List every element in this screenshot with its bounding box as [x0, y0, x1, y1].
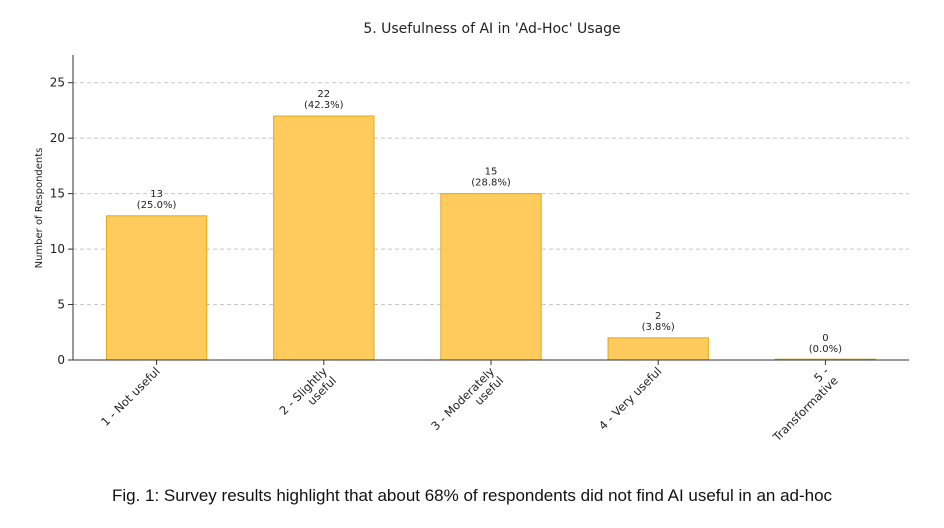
x-tick-label: 1 - Not useful [98, 364, 163, 429]
data-labels: 13 (25.0%) 22 (42.3%) 15 (28.8%) 2 (3.8%) 0 (0.0%… [137, 89, 842, 355]
y-tick-label: 10 [50, 242, 65, 256]
data-label: 22 (42.3%) [304, 89, 344, 111]
bar [273, 115, 375, 361]
axes [68, 55, 909, 365]
y-tick-label: 20 [50, 131, 65, 145]
x-tick-label: 3 - Moderatelyuseful [428, 364, 506, 442]
data-label: 0 (0.0%) [809, 333, 842, 355]
bars [105, 115, 877, 361]
bar [440, 193, 542, 361]
x-tick-label: 5 -Transformative [760, 364, 840, 444]
y-tick-label: 25 [50, 76, 65, 90]
x-tick-label: 2 - Slightlyuseful [276, 364, 339, 427]
data-label: 15 (28.8%) [471, 167, 511, 189]
x-tick-labels: 1 - Not useful 2 - Slightlyuseful 3 - Mode… [98, 364, 841, 445]
x-tick-label: 4 - Very useful [596, 364, 665, 433]
y-tick-label: 0 [57, 353, 65, 367]
bar [607, 337, 709, 361]
bar [105, 215, 208, 361]
y-tick-labels: 0 5 10 15 20 25 [50, 76, 65, 367]
grid-lines [73, 82, 909, 306]
y-tick-label: 5 [57, 298, 65, 312]
y-tick-label: 15 [50, 187, 65, 201]
figure-caption: Fig. 1: Survey results highlight that ab… [111, 486, 833, 505]
chart-title: 5. Usefulness of AI in 'Ad-Hoc' Usage [363, 21, 620, 37]
bar-chart: 5. Usefulness of AI in 'Ad-Hoc' Usage 0 5… [34, 21, 909, 445]
y-axis-label: Number of Respondents [34, 148, 45, 269]
data-label: 2 (3.8%) [642, 311, 675, 333]
data-label: 13 (25.0%) [137, 189, 177, 211]
